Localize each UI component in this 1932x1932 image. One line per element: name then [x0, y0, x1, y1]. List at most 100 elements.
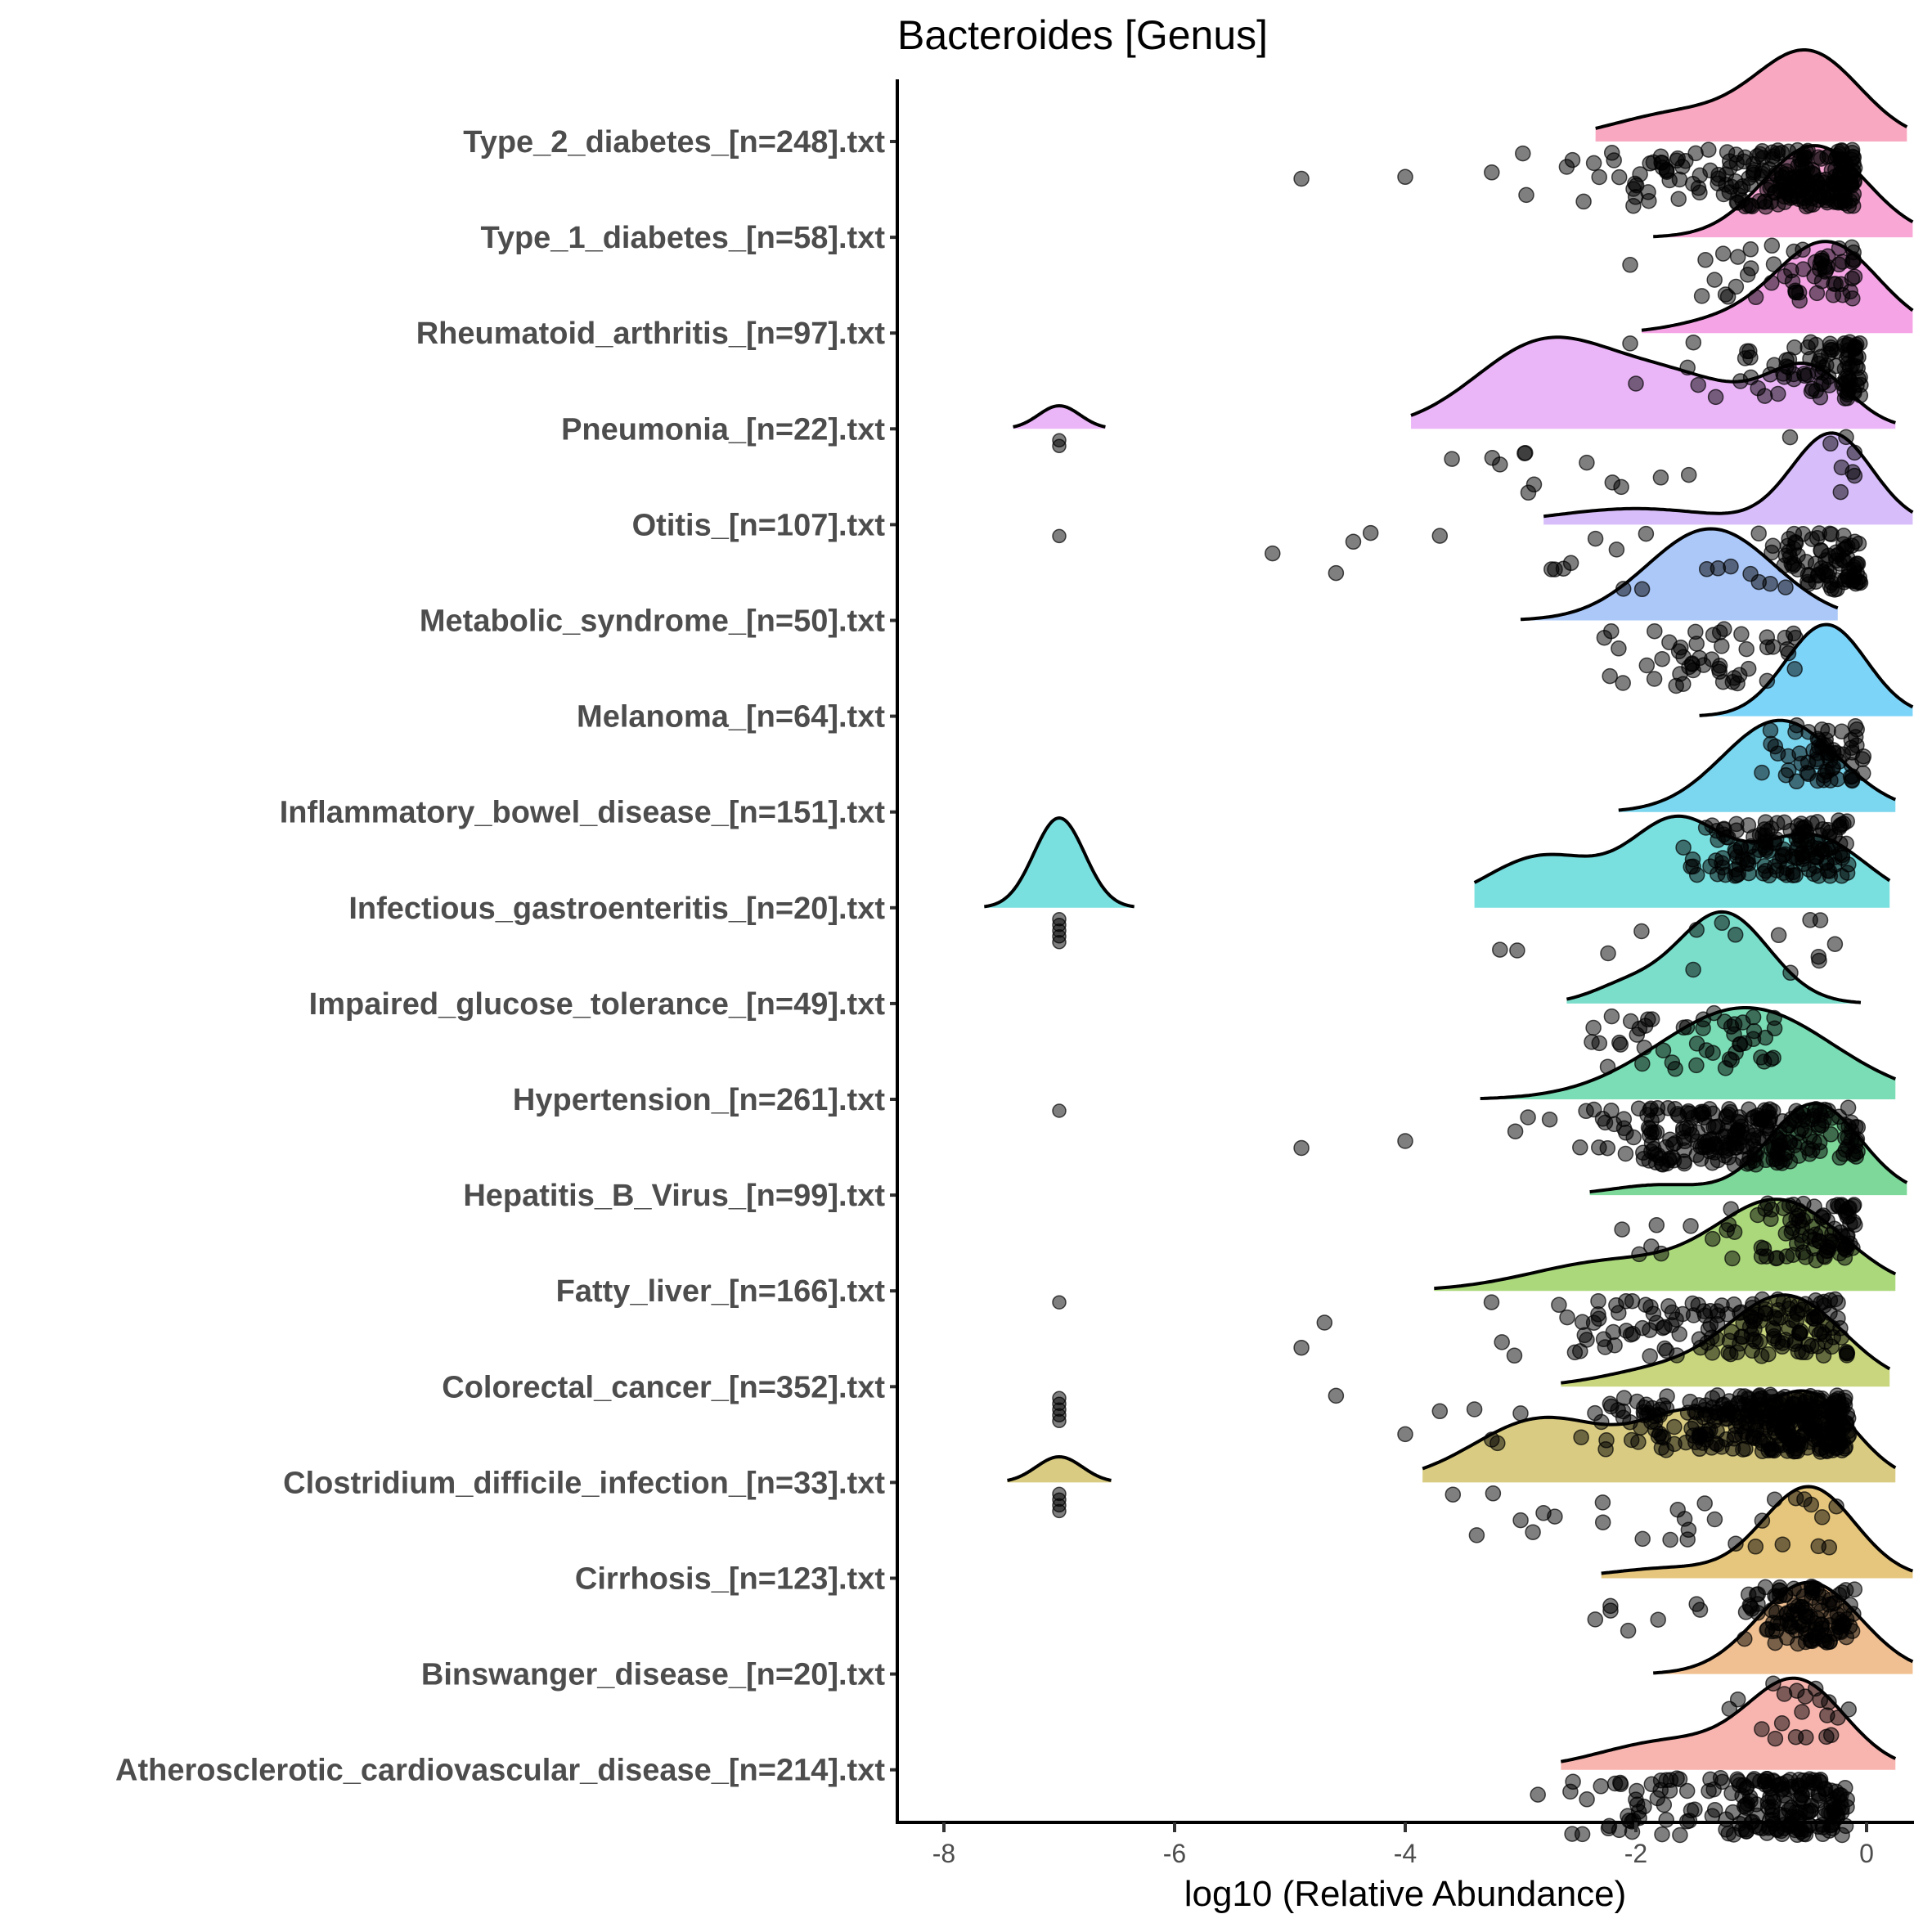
data-point — [1819, 248, 1836, 265]
data-point — [1764, 237, 1781, 254]
data-point — [1802, 912, 1818, 928]
data-point — [1705, 1045, 1721, 1061]
data-point — [1611, 168, 1628, 186]
data-point — [1593, 1778, 1609, 1795]
data-point — [1757, 1201, 1773, 1217]
density-outline-secondary — [1007, 1454, 1112, 1482]
data-point — [1799, 366, 1817, 384]
data-point — [1786, 1580, 1802, 1597]
density-cloud — [1474, 815, 1890, 908]
data-point — [1696, 1495, 1713, 1512]
zero-abundance-point — [1052, 1413, 1067, 1429]
data-point — [1678, 1782, 1696, 1799]
density-cloud — [1411, 337, 1896, 429]
data-point — [1666, 1418, 1683, 1436]
data-point — [1787, 535, 1804, 551]
y-tick-label: Cirrhosis_[n=123].txt — [575, 1562, 885, 1597]
data-point — [1585, 1101, 1602, 1118]
data-point — [1649, 1099, 1666, 1117]
density-outline — [1595, 48, 1908, 130]
data-point — [1816, 1297, 1833, 1314]
data-point — [1670, 191, 1687, 207]
data-point — [1615, 1403, 1632, 1420]
data-point — [1799, 1113, 1816, 1130]
x-tick-label: -2 — [1624, 1839, 1647, 1868]
data-point — [1737, 1440, 1754, 1458]
outlier-point — [1622, 257, 1638, 273]
data-point — [1836, 1249, 1853, 1266]
data-point — [1757, 1305, 1773, 1321]
data-point — [1819, 862, 1836, 879]
data-point — [1822, 1633, 1838, 1650]
data-point — [1615, 1390, 1633, 1406]
data-point — [1834, 847, 1851, 864]
data-point — [1750, 1596, 1766, 1612]
data-point — [1652, 470, 1669, 486]
zero-abundance-point — [1052, 935, 1067, 950]
data-point — [1729, 1771, 1746, 1788]
data-point — [1617, 1145, 1634, 1162]
data-point — [1844, 744, 1861, 761]
data-point — [1817, 263, 1834, 280]
outlier-point — [1518, 186, 1534, 204]
y-tick-label: Atherosclerotic_cardiovascular_disease_[… — [115, 1754, 885, 1788]
data-point — [1842, 769, 1859, 785]
x-tick-label: -4 — [1394, 1839, 1417, 1868]
data-point — [1444, 451, 1460, 467]
y-tick-label: Hepatitis_B_Virus_[n=99].txt — [463, 1179, 885, 1213]
data-point — [1672, 1826, 1688, 1844]
data-point — [1786, 243, 1802, 260]
data-point — [1756, 1054, 1772, 1070]
data-point — [1740, 817, 1757, 833]
data-point — [1706, 1511, 1723, 1528]
data-point — [1814, 1817, 1831, 1833]
y-tick-label: Melanoma_[n=64].txt — [577, 700, 885, 735]
data-point — [1822, 1233, 1839, 1249]
data-point — [1494, 1334, 1510, 1350]
data-point — [1834, 1826, 1850, 1844]
y-tick-label: Fatty_liver_[n=166].txt — [556, 1274, 886, 1309]
data-point — [1824, 341, 1840, 358]
data-point — [1790, 1148, 1807, 1164]
data-point — [1790, 561, 1806, 577]
data-point — [1445, 1486, 1462, 1503]
data-point — [1810, 1787, 1827, 1804]
data-point — [1823, 1110, 1840, 1126]
data-point — [1849, 555, 1865, 572]
data-point — [1598, 1432, 1615, 1449]
data-point — [1721, 1101, 1737, 1117]
data-point — [1711, 663, 1728, 680]
data-point — [1813, 1509, 1831, 1525]
data-point — [1576, 1327, 1593, 1344]
data-point — [1638, 657, 1656, 674]
data-point — [1614, 1221, 1630, 1238]
data-point — [1799, 573, 1816, 591]
data-point — [1696, 1303, 1712, 1319]
data-point — [1833, 1624, 1849, 1641]
data-point — [1643, 1143, 1660, 1160]
data-point — [1839, 1347, 1855, 1364]
data-point — [1836, 195, 1853, 212]
data-point — [1671, 171, 1688, 188]
data-point — [1835, 541, 1853, 558]
data-point — [1642, 1348, 1658, 1364]
data-point — [1773, 168, 1790, 186]
data-point — [1738, 640, 1755, 658]
data-point — [1675, 649, 1692, 666]
y-tick-label: Impaired_glucose_tolerance_[n=49].txt — [309, 987, 886, 1022]
data-point — [1728, 1535, 1744, 1552]
data-point — [1685, 662, 1701, 679]
outlier-point — [1293, 170, 1310, 187]
data-point — [1760, 1346, 1777, 1363]
data-point — [1706, 1801, 1723, 1818]
data-point — [1734, 177, 1751, 195]
data-point — [1685, 961, 1701, 978]
chart-title: Bacteroides [Genus] — [897, 12, 1268, 58]
density-outline — [1699, 622, 1914, 717]
data-point — [1823, 1338, 1840, 1355]
data-point — [1813, 739, 1831, 755]
y-tick-label: Otitis_[n=107].txt — [632, 508, 886, 542]
y-tick-label: Clostridium_difficile_infection_[n=33].t… — [283, 1466, 885, 1500]
data-point — [1803, 1496, 1820, 1513]
data-point — [1765, 256, 1782, 272]
